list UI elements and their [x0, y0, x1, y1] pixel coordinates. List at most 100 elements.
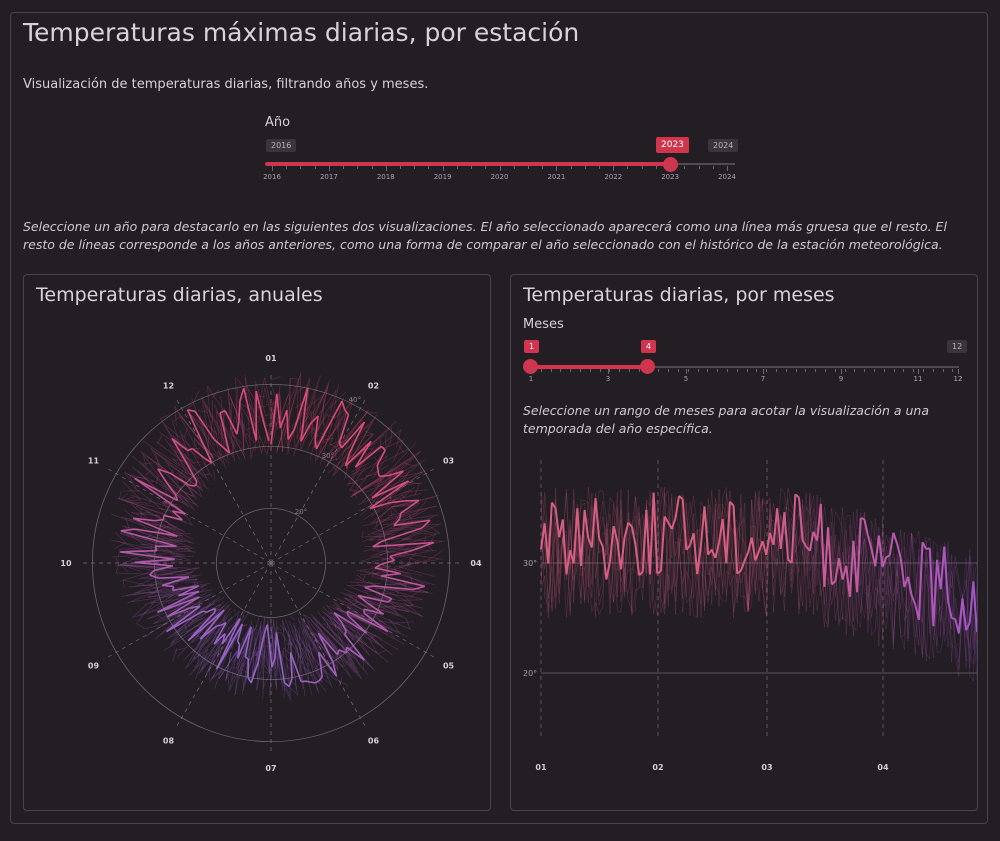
monthly-history-segment	[718, 547, 724, 588]
monthly-history-segment	[558, 536, 564, 594]
polar-selected-year-segment	[387, 470, 404, 477]
monthly-history-segment	[675, 540, 680, 615]
polar-history-segment	[175, 606, 206, 634]
monthly-selected-year-segment	[783, 512, 790, 560]
monthly-history-segment	[616, 489, 622, 598]
monthly-history-segment	[587, 571, 593, 612]
polar-history-segment	[120, 493, 129, 500]
monthly-history-segment	[613, 506, 618, 603]
polar-selected-year-segment	[187, 409, 196, 413]
monthly-history-segment	[569, 510, 575, 566]
monthly-history-segment	[922, 619, 927, 654]
monthly-history-segment	[664, 502, 669, 507]
monthly-selected-year-segment	[943, 546, 949, 601]
monthly-card-title: Temperaturas diarias, por meses	[523, 284, 835, 306]
polar-history-segment	[217, 451, 230, 465]
monthly-history-segment	[689, 495, 694, 521]
annual-card-title: Temperaturas diarias, anuales	[36, 284, 323, 306]
polar-selected-year-segment	[374, 567, 401, 575]
polar-history-segment	[311, 635, 333, 689]
polar-history-segment	[210, 650, 221, 657]
monthly-history-segment	[733, 564, 738, 584]
polar-selected-year-segment	[191, 447, 205, 459]
polar-selected-year-segment	[157, 596, 200, 613]
polar-history-segment	[281, 619, 291, 696]
monthly-history-segment	[744, 517, 749, 612]
polar-selected-year-segment	[338, 442, 343, 449]
monthly-history-segment	[885, 568, 891, 605]
monthly-history-segment	[566, 565, 571, 618]
month-minor-tick	[805, 369, 807, 372]
monthly-history-segment	[660, 492, 665, 543]
monthly-selected-year-segment	[961, 598, 968, 631]
monthly-history-segment	[736, 553, 742, 603]
monthly-history-segment	[903, 559, 909, 635]
monthly-history-segment	[678, 543, 684, 599]
polar-selected-year-segment	[149, 574, 159, 579]
month-slider-track[interactable]	[531, 366, 959, 368]
polar-history-segment	[350, 602, 356, 607]
polar-history-segment	[368, 497, 375, 502]
polar-history-segment	[229, 649, 238, 687]
polar-history-segment	[229, 427, 236, 462]
monthly-history-segment	[874, 581, 880, 646]
polar-selected-year-segment	[372, 541, 434, 548]
polar-history-segment	[315, 620, 354, 659]
monthly-history-segment	[882, 601, 887, 607]
polar-history-segment	[231, 440, 235, 455]
monthly-selected-year-segment	[790, 494, 797, 563]
polar-history-segment	[127, 473, 155, 483]
monthly-history-segment	[689, 502, 694, 526]
polar-history-segment	[207, 616, 233, 643]
monthly-history-segment	[620, 580, 625, 612]
monthly-history-segment	[889, 556, 894, 597]
monthly-history-segment	[885, 557, 891, 586]
polar-history-segment	[260, 652, 266, 657]
polar-history-segment	[322, 616, 348, 635]
polar-history-segment	[166, 599, 216, 640]
polar-selected-year-segment	[393, 519, 431, 527]
monthly-history-segment	[540, 575, 546, 591]
polar-history-segment	[372, 507, 392, 523]
monthly-history-segment	[863, 538, 869, 562]
month-from-handle[interactable]	[523, 359, 538, 374]
polar-history-segment	[118, 559, 183, 566]
monthly-selected-year-segment	[797, 497, 804, 541]
monthly-history-segment	[965, 579, 971, 655]
polar-history-segment	[173, 647, 187, 652]
monthly-history-segment	[903, 534, 909, 591]
polar-history-segment	[195, 475, 203, 491]
month-to-handle[interactable]	[640, 359, 655, 374]
monthly-history-segment	[831, 534, 836, 578]
monthly-selected-year-segment	[910, 594, 917, 605]
year-slider-handle[interactable]	[663, 157, 678, 172]
polar-selected-year-segment	[154, 518, 164, 522]
polar-selected-year-segment	[331, 661, 338, 677]
monthly-history-segment	[813, 555, 818, 611]
month-minor-tick	[687, 369, 689, 372]
monthly-selected-year-segment	[551, 502, 557, 509]
polar-selected-year-segment	[314, 415, 319, 440]
monthly-history-segment	[925, 559, 931, 634]
polar-history-segment	[276, 422, 286, 451]
monthly-history-segment	[624, 567, 629, 600]
monthly-history-segment	[765, 503, 771, 615]
polar-history-segment	[335, 655, 339, 670]
monthly-history-segment	[704, 547, 709, 576]
polar-history-segment	[290, 639, 297, 690]
monthly-history-segment	[922, 557, 927, 567]
monthly-history-segment	[635, 587, 640, 591]
polar-history-segment	[122, 481, 141, 500]
year-minor-tick	[584, 166, 586, 169]
polar-history-segment	[369, 603, 409, 613]
monthly-history-segment	[936, 545, 942, 576]
monthly-history-segment	[813, 511, 818, 581]
monthly-selected-year-segment	[972, 581, 977, 632]
page-title: Temperaturas máximas diarias, por estaci…	[23, 18, 580, 47]
polar-selected-year-segment	[135, 528, 178, 537]
month-slider-fill	[531, 365, 648, 369]
polar-history-segment	[114, 541, 126, 550]
polar-history-segment	[122, 564, 141, 572]
monthly-history-segment	[933, 608, 938, 640]
polar-history-segment	[402, 552, 443, 560]
